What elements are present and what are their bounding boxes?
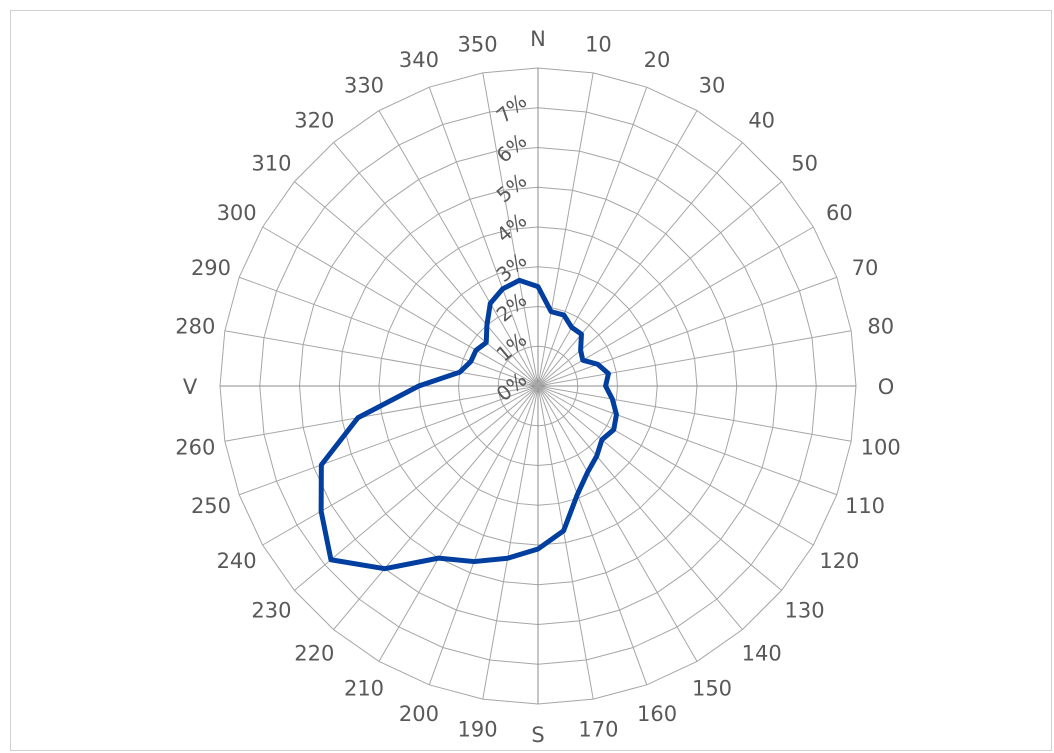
spoke [262,385,539,546]
spoke [537,181,782,387]
spokes [220,68,856,704]
radial-tick-label: 6% [492,129,532,168]
category-label: S [531,723,544,747]
category-label: 170 [578,718,618,742]
spoke [537,276,837,387]
spoke [224,330,539,387]
spoke [224,385,539,442]
radial-tick-labels: 0%1%2%3%4%5%6%7% [492,89,532,406]
category-label: N [530,27,546,51]
category-label: V [183,375,198,399]
category-label: 140 [742,642,782,666]
category-label: 250 [191,494,231,518]
spoke [537,142,743,387]
spoke [537,385,648,685]
category-label: 10 [585,32,612,56]
category-label: 110 [845,494,885,518]
spoke [537,72,594,387]
category-label: 320 [294,108,334,132]
category-label: 120 [819,549,859,573]
radial-tick-label: 5% [492,168,532,207]
spoke [239,385,539,496]
spoke [294,181,539,387]
category-label: 310 [251,151,291,175]
spoke [537,385,814,546]
category-label: 50 [791,151,818,175]
spoke [294,385,539,591]
category-label: 210 [344,676,384,700]
spoke [537,385,782,591]
spoke [333,385,539,630]
category-label: 240 [217,549,257,573]
category-label: 100 [861,435,901,459]
spoke [537,110,698,387]
radial-tick-label: 1% [492,327,532,366]
spoke [333,142,539,387]
spoke [537,385,743,630]
spoke [428,87,539,387]
category-label: 130 [785,599,825,623]
radial-tick-label: 4% [492,208,532,247]
category-label: 220 [294,642,334,666]
category-label: 190 [458,718,498,742]
category-label: 280 [175,315,215,339]
category-label: 260 [175,435,215,459]
category-label: 40 [748,108,775,132]
category-label: 200 [399,702,439,726]
spoke [537,385,837,496]
category-label: 330 [344,74,384,98]
category-label: 20 [644,48,671,72]
category-label: O [878,375,895,399]
spoke [428,385,539,685]
series-line [318,277,619,572]
spoke [537,330,852,387]
category-label: 60 [826,201,853,225]
spoke [239,276,539,387]
category-label: 150 [692,676,732,700]
category-label: 350 [458,32,498,56]
category-label: 70 [852,256,879,280]
spoke [378,385,539,662]
spoke [537,385,852,442]
spoke [482,385,539,700]
spoke [262,226,539,387]
category-label: 290 [191,256,231,280]
category-label: 160 [637,702,677,726]
category-label: 300 [217,201,257,225]
category-label: 230 [251,599,291,623]
spoke [482,72,539,387]
spoke [537,385,698,662]
radial-tick-label: 7% [492,89,532,128]
spoke [537,87,648,387]
spoke [537,385,594,700]
category-label: 80 [867,315,894,339]
spoke [378,110,539,387]
series-layer [318,277,619,572]
category-label: 30 [699,74,726,98]
category-label: 340 [399,48,439,72]
